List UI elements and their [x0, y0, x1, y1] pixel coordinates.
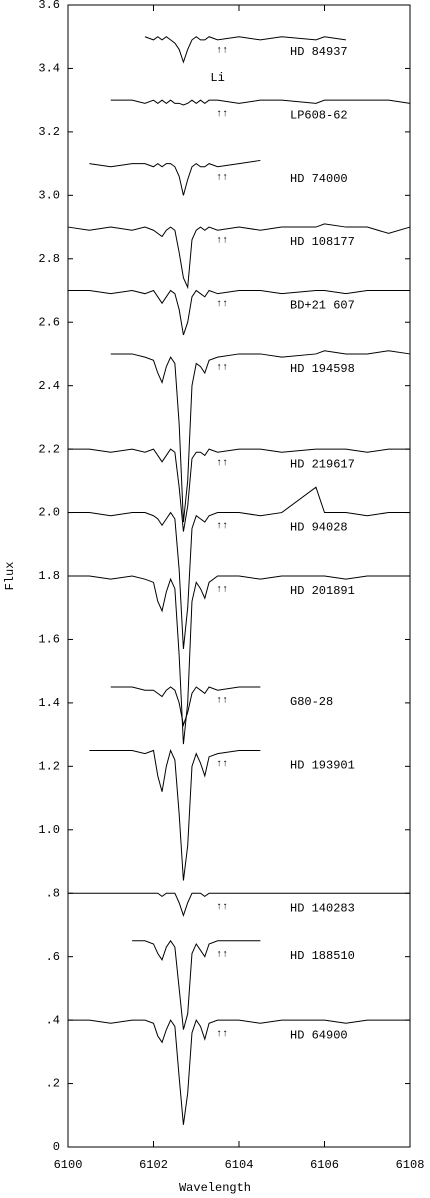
series-label: LP608-62: [290, 108, 348, 122]
spectrum-line: [132, 939, 261, 1030]
x-axis-label: Wavelength: [179, 1181, 251, 1195]
spectrum-line: [68, 486, 410, 650]
li-marker: ↑↑: [216, 363, 228, 374]
spectrum-line: [89, 748, 261, 881]
li-marker: ↑↑: [216, 109, 228, 120]
li-marker: ↑↑: [216, 949, 228, 960]
li-marker: ↑↑: [216, 1029, 228, 1040]
y-tick-label: 3.2: [38, 125, 60, 139]
y-tick-label: 1.8: [38, 569, 60, 583]
spectrum-line: [68, 448, 410, 532]
y-tick-label: 3.4: [38, 62, 60, 76]
series-label: HD 194598: [290, 362, 355, 376]
y-tick-label: 1.0: [38, 823, 60, 837]
spectrum-line: [68, 1018, 410, 1125]
spectrum-line: [68, 289, 410, 336]
y-tick-label: 2.0: [38, 506, 60, 520]
li-marker: ↑↑: [216, 236, 228, 247]
series-label: HD 193901: [290, 759, 355, 773]
series-label: HD 140283: [290, 901, 355, 915]
y-tick-label: .4: [46, 1013, 60, 1027]
x-tick-label: 6106: [310, 1158, 339, 1172]
li-marker: ↑↑: [216, 902, 228, 913]
spectrum-line: [110, 350, 411, 523]
series-label: BD+21 607: [290, 299, 355, 313]
series-label: HD 219617: [290, 457, 355, 471]
spectrum-line: [68, 575, 410, 745]
y-tick-label: 1.6: [38, 633, 60, 647]
spectrum-line: [68, 892, 410, 917]
y-tick-label: .2: [46, 1077, 60, 1091]
li-marker: ↑↑: [216, 172, 228, 183]
y-tick-label: 2.8: [38, 252, 60, 266]
y-tick-label: .8: [46, 886, 60, 900]
li-marker: ↑↑: [216, 299, 228, 310]
series-label: HD 74000: [290, 172, 348, 186]
series-label: HD 188510: [290, 949, 355, 963]
spectrum-line: [144, 36, 346, 64]
x-tick-label: 6100: [54, 1158, 83, 1172]
li-marker: ↑↑: [216, 759, 228, 770]
y-tick-label: .6: [46, 950, 60, 964]
series-label: G80-28: [290, 695, 333, 709]
series-label: HD 64900: [290, 1028, 348, 1042]
spectrum-line: [110, 99, 411, 106]
li-marker: ↑↑: [216, 585, 228, 596]
annotation: Li: [210, 71, 224, 85]
y-tick-label: 1.2: [38, 760, 60, 774]
series-label: HD 201891: [290, 584, 355, 598]
y-tick-label: 2.4: [38, 379, 60, 393]
y-tick-label: 3.6: [38, 0, 60, 12]
y-tick-label: 3.0: [38, 189, 60, 203]
li-marker: ↑↑: [216, 521, 228, 532]
spectrum-line: [67, 223, 411, 290]
y-axis-label: Flux: [3, 562, 17, 591]
li-marker: ↑↑: [216, 696, 228, 707]
x-tick-label: 6102: [139, 1158, 168, 1172]
spectrum-line: [110, 686, 261, 728]
y-tick-label: 1.4: [38, 696, 60, 710]
series-label: HD 84937: [290, 45, 348, 59]
li-marker: ↑↑: [216, 45, 228, 56]
y-tick-label: 2.6: [38, 315, 60, 329]
series-label: HD 94028: [290, 521, 348, 535]
x-tick-label: 6104: [225, 1158, 254, 1172]
y-tick-label: 0: [53, 1140, 60, 1154]
y-tick-label: 2.2: [38, 442, 60, 456]
series-label: HD 108177: [290, 235, 355, 249]
li-marker: ↑↑: [216, 458, 228, 469]
spectrum-line: [89, 159, 261, 196]
x-tick-label: 6108: [396, 1158, 425, 1172]
